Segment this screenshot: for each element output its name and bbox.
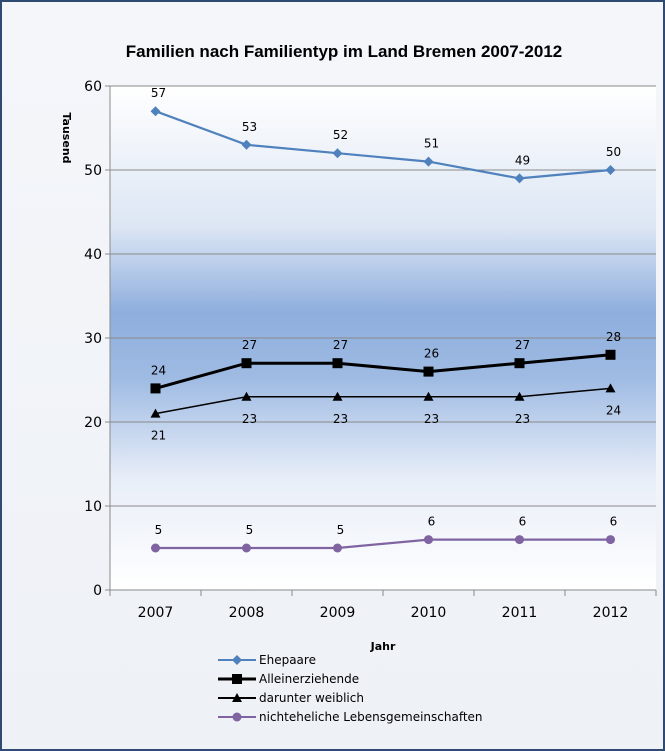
- data-label: 5: [337, 523, 345, 537]
- series-line-0: [155, 110, 611, 180]
- data-label: 24: [151, 363, 166, 377]
- data-point: [242, 543, 251, 553]
- data-label: 28: [606, 330, 621, 344]
- y-tick-label: 60: [84, 79, 102, 95]
- data-label: 27: [515, 338, 530, 352]
- data-label: 6: [519, 515, 527, 529]
- data-label: 5: [246, 523, 254, 537]
- data-label: 53: [242, 120, 257, 134]
- data-point: [423, 391, 434, 401]
- data-point: [150, 408, 161, 418]
- chart-title: Familien nach Familientyp im Land Bremen…: [126, 42, 563, 61]
- y-axis-label: Tausend: [60, 112, 73, 163]
- data-label: 27: [333, 338, 348, 352]
- data-point: [333, 543, 342, 553]
- data-label: 49: [515, 153, 530, 167]
- data-label: 24: [606, 403, 621, 417]
- y-tick-label: 50: [84, 163, 102, 179]
- data-label: 6: [428, 515, 436, 529]
- series-line-2: [155, 387, 611, 415]
- data-label: 57: [151, 86, 166, 100]
- x-tick-label: 2009: [320, 605, 356, 621]
- data-label: 6: [610, 515, 618, 529]
- data-point: [241, 358, 252, 369]
- data-point: [332, 148, 343, 159]
- legend-marker-2: [232, 693, 242, 702]
- legend-entry: Alleinerziehende: [259, 672, 359, 686]
- data-label: 27: [242, 338, 257, 352]
- data-point: [150, 106, 161, 117]
- series-line-1: [155, 353, 611, 390]
- data-point: [241, 139, 252, 150]
- y-tick-label: 40: [84, 247, 102, 263]
- legend-entry: Ehepaare: [259, 653, 316, 667]
- data-label: 21: [151, 429, 166, 443]
- data-label: 5: [155, 523, 163, 537]
- data-label: 52: [333, 128, 348, 142]
- series-line-3: [155, 538, 611, 550]
- data-point: [332, 391, 343, 401]
- legend-marker-1: [232, 674, 242, 684]
- data-point: [332, 358, 343, 369]
- data-point: [514, 391, 525, 401]
- x-axis-label: Jahr: [370, 640, 396, 653]
- data-label: 51: [424, 137, 439, 151]
- data-point: [151, 543, 160, 553]
- legend-entry: nichteheliche Lebensgemeinschaften: [259, 710, 483, 724]
- legend-entry: darunter weiblich: [259, 691, 364, 705]
- data-point: [605, 165, 616, 175]
- x-tick-label: 2012: [593, 605, 629, 621]
- y-tick-label: 10: [84, 499, 102, 515]
- x-tick-label: 2008: [229, 605, 265, 621]
- data-label: 23: [424, 412, 439, 426]
- x-tick-label: 2007: [138, 605, 174, 621]
- legend-marker-0: [232, 655, 242, 665]
- data-point: [423, 366, 434, 377]
- data-point: [605, 349, 616, 360]
- data-point: [423, 156, 434, 167]
- x-tick-label: 2010: [411, 605, 447, 621]
- y-tick-label: 0: [93, 583, 102, 599]
- legend-marker-3: [232, 712, 242, 722]
- y-tick-label: 20: [84, 415, 102, 431]
- data-point: [515, 535, 524, 545]
- y-tick-label: 30: [84, 331, 102, 347]
- data-point: [241, 391, 252, 401]
- data-label: 50: [606, 145, 621, 159]
- data-point: [150, 383, 161, 394]
- data-label: 26: [424, 347, 439, 361]
- data-point: [606, 535, 615, 545]
- data-point: [514, 173, 525, 184]
- data-point: [424, 535, 433, 545]
- data-point: [605, 383, 616, 393]
- data-label: 23: [242, 412, 257, 426]
- data-label: 23: [515, 412, 530, 426]
- x-tick-label: 2011: [502, 605, 538, 621]
- data-point: [514, 358, 525, 369]
- data-label: 23: [333, 412, 348, 426]
